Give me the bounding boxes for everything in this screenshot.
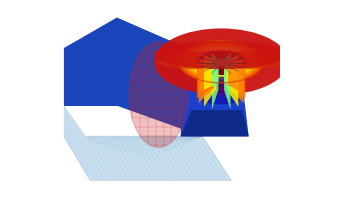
Ellipse shape — [214, 59, 228, 66]
Ellipse shape — [199, 51, 244, 74]
Polygon shape — [199, 58, 214, 94]
Ellipse shape — [211, 58, 232, 68]
Ellipse shape — [203, 54, 240, 72]
Ellipse shape — [200, 92, 242, 104]
Ellipse shape — [198, 51, 244, 74]
Ellipse shape — [210, 57, 232, 68]
Ellipse shape — [201, 53, 241, 73]
Ellipse shape — [206, 55, 237, 70]
Ellipse shape — [204, 54, 238, 71]
Polygon shape — [204, 65, 216, 107]
Ellipse shape — [214, 59, 228, 66]
Ellipse shape — [210, 57, 233, 68]
Ellipse shape — [208, 57, 234, 69]
Ellipse shape — [198, 51, 245, 74]
Polygon shape — [204, 54, 216, 90]
Ellipse shape — [202, 53, 240, 72]
Polygon shape — [228, 58, 244, 94]
Polygon shape — [212, 66, 218, 109]
Polygon shape — [224, 66, 231, 109]
Polygon shape — [226, 54, 238, 90]
Ellipse shape — [199, 52, 243, 73]
Ellipse shape — [202, 53, 241, 72]
Polygon shape — [228, 64, 244, 103]
Polygon shape — [180, 62, 249, 136]
Ellipse shape — [129, 42, 188, 147]
Ellipse shape — [156, 51, 286, 70]
Ellipse shape — [198, 50, 244, 73]
Polygon shape — [226, 65, 238, 107]
Ellipse shape — [207, 56, 235, 70]
Polygon shape — [180, 110, 249, 136]
Polygon shape — [64, 136, 231, 180]
Ellipse shape — [200, 52, 242, 73]
Ellipse shape — [208, 56, 234, 69]
Polygon shape — [64, 106, 90, 180]
Ellipse shape — [212, 58, 230, 67]
Polygon shape — [224, 52, 231, 87]
Ellipse shape — [154, 41, 288, 69]
Ellipse shape — [203, 54, 239, 72]
Polygon shape — [64, 18, 202, 106]
Ellipse shape — [196, 50, 246, 75]
Ellipse shape — [207, 56, 236, 70]
Ellipse shape — [209, 57, 233, 69]
Polygon shape — [197, 63, 214, 98]
Polygon shape — [64, 18, 117, 106]
Ellipse shape — [197, 51, 245, 75]
Polygon shape — [199, 64, 214, 103]
Ellipse shape — [206, 55, 236, 70]
Ellipse shape — [212, 58, 231, 68]
Ellipse shape — [213, 59, 230, 67]
Polygon shape — [228, 63, 245, 98]
Ellipse shape — [204, 54, 238, 71]
Ellipse shape — [205, 55, 237, 71]
Ellipse shape — [154, 28, 288, 95]
Ellipse shape — [197, 77, 245, 93]
Polygon shape — [117, 18, 202, 136]
Ellipse shape — [213, 59, 229, 67]
Ellipse shape — [200, 52, 242, 73]
Polygon shape — [212, 52, 218, 87]
